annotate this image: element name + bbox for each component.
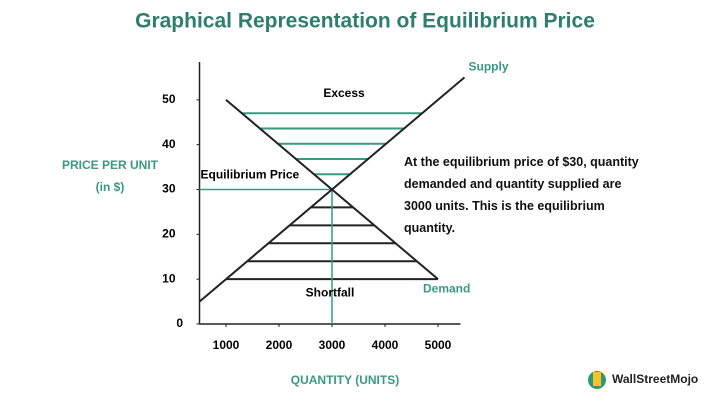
chart-title: Graphical Representation of Equilibrium … (135, 10, 595, 33)
x-tick-label: 2000 (266, 338, 293, 352)
x-tick-label: 5000 (425, 338, 452, 352)
logo-icon (593, 372, 601, 386)
x-tick-label: 4000 (372, 338, 399, 352)
logo-text: WallStreetMojo (612, 372, 698, 386)
shortfall-label: Shortfall (306, 285, 355, 299)
y-tick-label: 0 (176, 316, 183, 330)
y-tick-label: 50 (162, 92, 176, 106)
y-tick-label: 40 (162, 137, 176, 151)
series-label: Supply (469, 60, 509, 74)
y-tick-label: 20 (162, 227, 176, 241)
series-line (225, 99, 439, 280)
logo: WallStreetMojo (588, 371, 698, 389)
series-label: Demand (423, 281, 470, 295)
x-tick-label: 3000 (319, 338, 346, 352)
y-tick-label: 10 (162, 271, 176, 285)
y-axis-label: PRICE PER UNIT (in $) (62, 158, 159, 194)
x-tick-label: 1000 (213, 338, 240, 352)
y-tick-label: 30 (162, 182, 176, 196)
equilibrium-label: Equilibrium Price (201, 168, 300, 182)
excess-label: Excess (323, 86, 365, 100)
annotation-note: At the equilibrium price of $30, quantit… (404, 155, 639, 235)
x-axis-label: QUANTITY (UNITS) (291, 373, 399, 387)
